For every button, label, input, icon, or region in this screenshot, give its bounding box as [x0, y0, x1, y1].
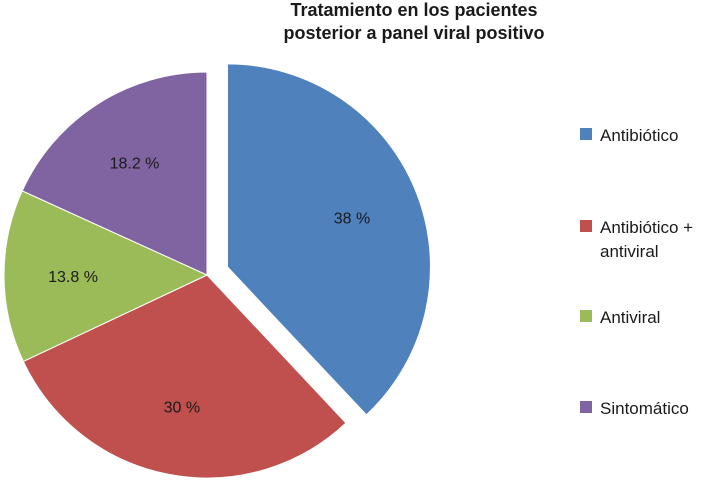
pie-data-label: 13.8 %	[48, 269, 98, 286]
pie-data-label: 30 %	[164, 400, 200, 417]
legend-swatch	[580, 401, 592, 413]
legend-swatch	[580, 310, 592, 322]
legend-label: Sintomático	[600, 399, 689, 418]
chart-legend: Antibiótico Antibiótico + antiviral Antivir…	[580, 126, 693, 418]
chart-title-line: posterior a panel viral positivo	[283, 23, 544, 43]
pie-data-label: 18.2 %	[110, 155, 160, 172]
pie-data-label: 38 %	[334, 211, 370, 228]
legend-label: Antibiótico	[600, 126, 678, 145]
pie-data-labels: 38 % 30 % 13.8 % 18.2 %	[48, 155, 370, 416]
pie-slices	[3, 63, 431, 479]
legend-label: Antibiótico +	[600, 218, 693, 237]
chart-title-line: Tratamiento en los pacientes	[290, 0, 537, 20]
pie-slice-antibi-tico-antiviral	[22, 274, 347, 479]
chart-title: Tratamiento en los pacientes posterior a …	[283, 0, 544, 43]
legend-label: antiviral	[600, 242, 659, 261]
legend-swatch	[580, 128, 592, 140]
legend-label: Antiviral	[600, 308, 660, 327]
legend-swatch	[580, 220, 592, 232]
pie-slice-sintom-tico	[21, 71, 208, 276]
pie-slice-antibi-tico	[226, 63, 431, 416]
pie-slice-antiviral	[3, 190, 209, 363]
